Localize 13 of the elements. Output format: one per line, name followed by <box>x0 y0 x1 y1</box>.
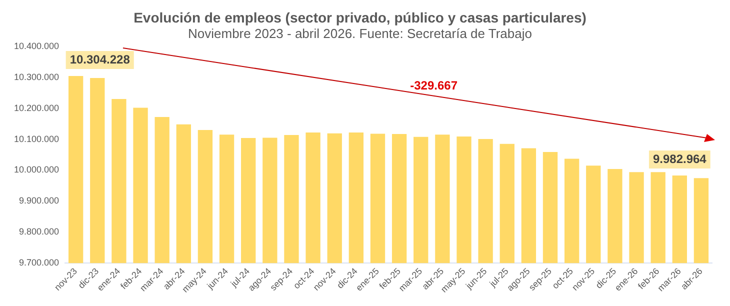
y-tick-label: 9.900.000 <box>18 196 60 206</box>
y-tick-label: 9.700.000 <box>18 258 60 268</box>
annotation: 9.982.964 <box>652 152 707 166</box>
y-tick-label: 10.000.000 <box>14 164 60 175</box>
annotation: 10.304.228 <box>70 52 130 66</box>
y-tick-label: 10.200.000 <box>14 102 60 113</box>
y-tick-label: 10.300.000 <box>14 72 60 82</box>
chart-subtitle: Noviembre 2023 - abril 2026. Fuente: Secretaría de Trabajo <box>188 26 532 42</box>
chart-title: Evolución de empleos (sector privado, público y casas particulares) <box>134 9 586 26</box>
annotation: -329.667 <box>410 78 458 92</box>
y-tick-label: 10.400.000 <box>14 40 60 51</box>
y-tick-label: 9.800.000 <box>18 226 60 237</box>
y-tick-label: 10.100.000 <box>14 134 60 144</box>
